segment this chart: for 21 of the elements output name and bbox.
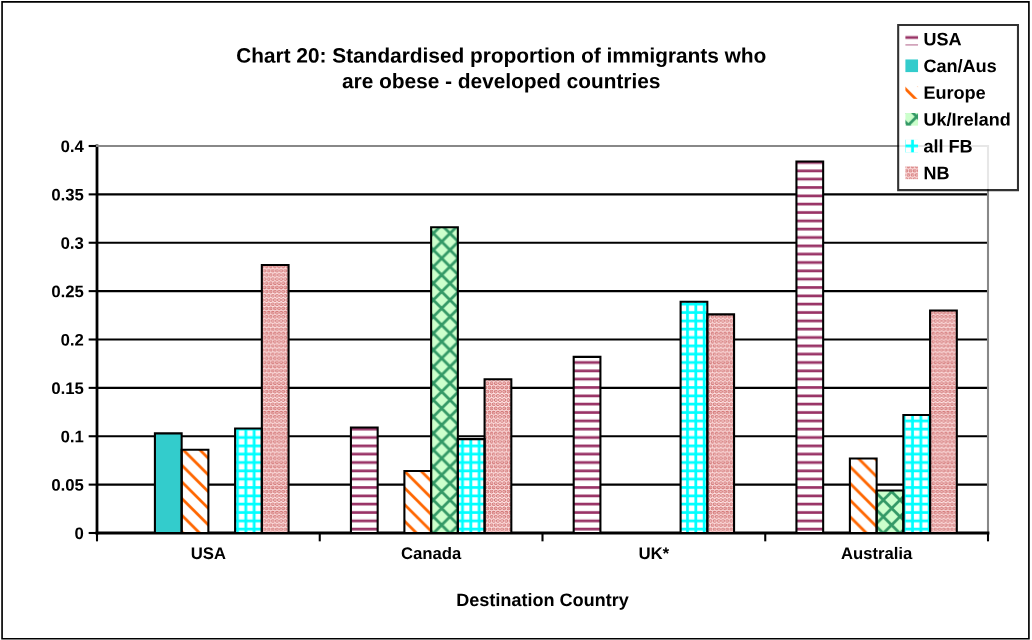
y-tick-label: 0.2 — [61, 333, 84, 346]
x-tick-label: Canada — [401, 546, 462, 560]
legend-label: Can/Aus — [924, 59, 996, 73]
legend-label: all FB — [923, 139, 972, 153]
legend-label: NB — [924, 166, 949, 180]
y-tick-label: 0.4 — [61, 140, 84, 153]
y-tick-label: 0.25 — [52, 285, 84, 298]
y-tick-label: 0.3 — [61, 237, 84, 249]
y-tick-label: 0.15 — [52, 382, 84, 395]
legend-label: USA — [924, 32, 962, 46]
chart-title: Chart 20: Standardised proportion of immigrants who are obese - developed countries — [237, 47, 766, 93]
y-tick-label: 0.05 — [52, 479, 84, 491]
y-tick-label: 0 — [75, 527, 84, 540]
legend-label: Uk/Ireland — [924, 112, 1010, 126]
x-axis-title: Destination Country — [457, 592, 629, 610]
x-tick-label: USA — [191, 547, 226, 560]
legend-label: Europe — [924, 86, 986, 103]
y-tick-label: 0.1 — [61, 430, 84, 443]
x-tick-label: UK* — [639, 547, 670, 560]
x-tick-label: Australia — [841, 546, 913, 560]
y-tick-label: 0.35 — [52, 188, 84, 201]
